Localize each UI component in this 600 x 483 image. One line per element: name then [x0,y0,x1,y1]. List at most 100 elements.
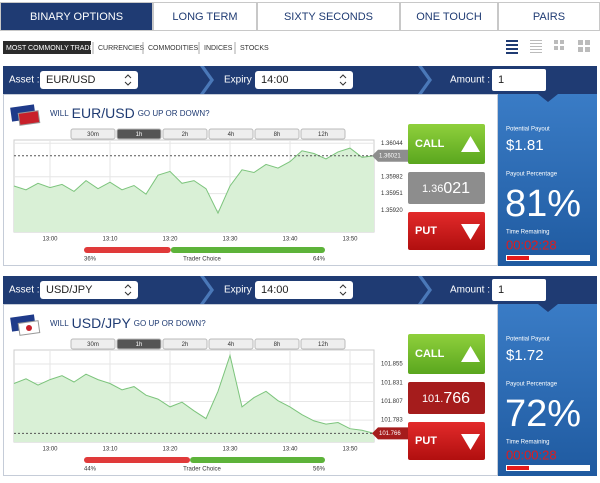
timeframe-bg [208,338,254,350]
time-label: Time Remaining [506,230,549,236]
asset-select[interactable]: EUR/USD [40,71,138,89]
time-label: Time Remaining [506,440,549,446]
current-price-tag [372,149,408,162]
timeframe-button[interactable]: 2h [162,338,208,350]
timeframe-bg [254,338,300,350]
y-tick-label: 1.35982 [381,174,403,180]
amount-value: 1 [498,284,504,296]
amount-label: Amount : $ [450,285,499,296]
timeframe-bg [162,128,208,140]
timeframe-bg [300,338,346,350]
timeframe-button[interactable]: 12h [300,128,346,140]
timeframe-label: 8h [274,132,281,138]
question-asset: EUR/USD [72,105,135,121]
tab-bg [498,2,600,31]
put-arrow [461,224,480,240]
timeframe-label: 2h [182,342,189,348]
price-area [14,355,374,442]
select-arrows [339,74,347,86]
tab-label: SIXTY SECONDS [284,11,373,23]
view-icons[interactable] [506,40,590,54]
header-chevron [418,276,432,304]
trader-put-bar [84,247,171,253]
put-button[interactable]: PUT [408,422,485,460]
timeframe-label: 4h [228,132,235,138]
put-button[interactable]: PUT [408,212,485,250]
filter[interactable]: CURRENCIES [98,42,145,54]
question-suffix: GO UP OR DOWN? [134,319,206,328]
call-arrow [461,346,480,362]
call-bg [408,124,485,164]
put-arrow [461,434,480,450]
asset-select[interactable]: USD/JPY [40,281,138,299]
tab[interactable]: ONE TOUCH [400,2,498,31]
timeframe-button[interactable]: 30m [70,128,116,140]
tab[interactable]: SIXTY SECONDS [257,2,400,31]
y-tick-label: 101.855 [381,362,403,368]
timeframe-label: 30m [87,132,99,138]
timeframe-button[interactable]: 1h [116,128,162,140]
timeframe-bg [116,338,162,350]
potential-label: Potential Payout [506,127,550,133]
flag-dot [26,325,32,331]
tab-label: PAIRS [533,11,565,23]
timeframe-button[interactable]: 30m [70,338,116,350]
timeframe-button[interactable]: 1h [116,338,162,350]
filter-bg [3,41,91,54]
timeframe-button[interactable]: 2h [162,128,208,140]
price-display: 1.36021 [422,180,470,197]
tab[interactable]: LONG TERM [153,2,257,31]
time-bar-fill [507,256,529,260]
header-chevron [200,276,214,304]
call-button[interactable]: CALL [408,124,485,164]
x-tick-label: 13:30 [222,447,238,453]
asset-label: Asset : [9,75,40,86]
timeframe-bg [116,128,162,140]
filter[interactable]: INDICES [204,42,236,54]
percentage-label: Payout Percentage [506,382,558,388]
timeframe-button[interactable]: 4h [208,338,254,350]
select-box [40,71,138,89]
filter[interactable]: MOST COMMONLY TRADED [3,41,99,54]
put-label: PUT [415,225,437,237]
question: WILL EUR/USD GO UP OR DOWN? [50,105,210,121]
expiry-value: 14:00 [261,284,289,296]
x-tick-label: 13:50 [342,447,358,453]
timeframe-button[interactable]: 12h [300,338,346,350]
time-bar-fill [507,466,529,470]
timeframe-label: 30m [87,342,99,348]
call-arrow [461,136,480,152]
trader-put-bar [84,457,191,463]
call-label: CALL [415,348,445,360]
time-value: 00:00:28 [506,447,557,462]
potential-label: Potential Payout [506,337,550,343]
filter-label: STOCKS [240,45,269,52]
filter[interactable]: COMMODITIES [148,42,200,54]
percentage-label: Payout Percentage [506,172,558,178]
y-tick-label: 101.807 [381,399,403,405]
payout-column [498,304,597,476]
filter[interactable]: STOCKS [240,45,269,52]
filter-label: INDICES [204,45,233,52]
timeframe-button[interactable]: 4h [208,128,254,140]
x-tick-label: 13:50 [342,237,358,243]
tab-label: ONE TOUCH [416,11,482,23]
amount-input[interactable]: 1 [492,279,546,301]
payout-column [498,94,597,266]
tab[interactable]: BINARY OPTIONS [0,2,153,31]
timeframe-button[interactable]: 8h [254,338,300,350]
expiry-select[interactable]: 14:00 [255,71,353,89]
timeframe-label: 8h [274,342,281,348]
amount-input[interactable]: 1 [492,69,546,91]
select-arrows [124,284,132,296]
y-tick-label: 101.831 [381,380,403,386]
timeframe-button[interactable]: 8h [254,128,300,140]
expiry-select[interactable]: 14:00 [255,281,353,299]
payout-notch [538,94,558,102]
select-arrows [124,74,132,86]
x-tick-label: 13:20 [162,237,178,243]
price-box [408,172,485,204]
call-button[interactable]: CALL [408,334,485,374]
question-prefix: WILL [50,319,69,328]
tab[interactable]: PAIRS [498,2,600,31]
